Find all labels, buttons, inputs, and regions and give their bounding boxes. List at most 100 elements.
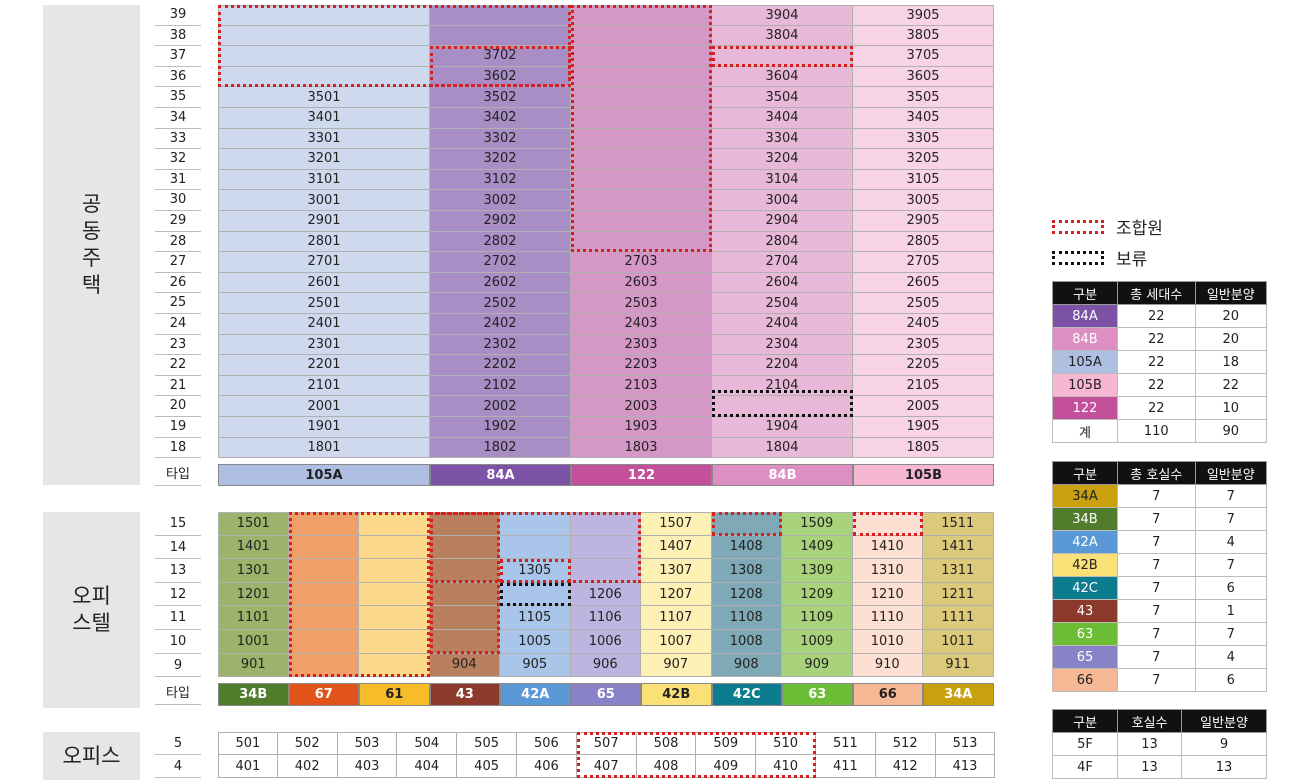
unit-cell: 1310 bbox=[852, 559, 923, 583]
type-header: 67 bbox=[288, 683, 359, 706]
unit-cell: 1411 bbox=[923, 535, 994, 560]
unit-cell: 1006 bbox=[570, 630, 641, 654]
unit-cell bbox=[571, 66, 712, 88]
table-header: 일반분양 bbox=[1181, 709, 1267, 733]
unit-cell: 506 bbox=[517, 732, 577, 755]
unit-cell: 3202 bbox=[430, 149, 571, 170]
unit-cell: 909 bbox=[782, 653, 853, 678]
unit-cell bbox=[359, 559, 430, 583]
unit-cell: 2404 bbox=[712, 314, 853, 335]
floor-number: 4 bbox=[155, 755, 201, 778]
type-header: 42C bbox=[711, 683, 782, 706]
unit-cell: 2002 bbox=[430, 396, 571, 417]
unit-cell bbox=[288, 512, 359, 536]
unit-cell: 509 bbox=[696, 732, 757, 755]
unit-cell: 2201 bbox=[218, 355, 430, 376]
unit-cell: 910 bbox=[852, 653, 923, 678]
unit-cell: 405 bbox=[457, 755, 517, 778]
unit-cell: 1301 bbox=[218, 559, 289, 583]
unit-cell: 2005 bbox=[853, 396, 994, 417]
unit-cell: 2001 bbox=[218, 396, 430, 417]
unit-cell: 911 bbox=[923, 653, 994, 678]
table-header: 구분 bbox=[1052, 281, 1118, 305]
unit-cell: 3304 bbox=[712, 128, 853, 150]
unit-cell: 2101 bbox=[218, 375, 430, 397]
unit-cell: 3102 bbox=[430, 169, 571, 191]
unit-cell: 1903 bbox=[571, 417, 712, 438]
unit-cell: 2102 bbox=[430, 375, 571, 397]
type-header: 105A bbox=[218, 464, 430, 486]
legend-hold: 보류 bbox=[1052, 245, 1147, 270]
unit-cell bbox=[571, 87, 712, 108]
unit-cell bbox=[852, 512, 923, 536]
type-header: 43 bbox=[429, 683, 500, 706]
table-type-cell: 105A bbox=[1052, 350, 1118, 374]
floor-number: 13 bbox=[155, 559, 201, 583]
table-header: 호실수 bbox=[1116, 709, 1183, 733]
table-total-cell: 22 bbox=[1117, 396, 1196, 420]
unit-cell bbox=[288, 653, 359, 678]
table-general-cell: 7 bbox=[1194, 484, 1268, 508]
unit-cell bbox=[571, 5, 712, 26]
unit-cell: 403 bbox=[337, 755, 398, 778]
unit-cell: 410 bbox=[756, 755, 816, 778]
table-total-cell: 7 bbox=[1117, 553, 1196, 577]
unit-cell: 2603 bbox=[571, 272, 712, 294]
unit-cell bbox=[218, 5, 430, 26]
floor-number: 11 bbox=[155, 606, 201, 630]
floor-number: 25 bbox=[155, 293, 201, 314]
floor-number: 32 bbox=[155, 149, 201, 170]
section-office-label: 오피스 bbox=[62, 743, 121, 768]
unit-cell: 2301 bbox=[218, 334, 430, 356]
unit-cell: 2905 bbox=[853, 211, 994, 232]
table-general-cell: 4 bbox=[1194, 530, 1268, 554]
floor-number: 15 bbox=[155, 512, 201, 536]
unit-cell: 2703 bbox=[571, 252, 712, 273]
table-type-cell: 84B bbox=[1052, 327, 1118, 351]
unit-cell bbox=[500, 512, 571, 536]
unit-cell: 502 bbox=[277, 732, 338, 755]
unit-cell: 3005 bbox=[853, 190, 994, 211]
unit-cell: 1803 bbox=[571, 437, 712, 459]
unit-cell: 413 bbox=[935, 755, 996, 778]
unit-cell: 2904 bbox=[712, 211, 853, 232]
unit-cell: 2402 bbox=[430, 314, 571, 335]
floor-number: 31 bbox=[155, 170, 201, 191]
unit-cell: 3001 bbox=[218, 190, 430, 211]
table-general-cell: 7 bbox=[1194, 553, 1268, 577]
unit-cell: 2103 bbox=[571, 375, 712, 397]
unit-cell bbox=[288, 606, 359, 630]
legend-hold-label: 보류 bbox=[1116, 250, 1148, 270]
table-total-cell: 110 bbox=[1117, 419, 1196, 443]
table-type-cell: 42B bbox=[1052, 553, 1118, 577]
unit-cell: 510 bbox=[756, 732, 816, 755]
unit-cell bbox=[571, 231, 712, 253]
unit-cell: 1009 bbox=[782, 630, 853, 654]
type-header: 34A bbox=[923, 683, 994, 706]
table-total-cell: 7 bbox=[1117, 645, 1196, 669]
unit-cell: 2403 bbox=[571, 314, 712, 335]
officetel-type-label: 타입 bbox=[155, 683, 201, 705]
unit-cell: 1111 bbox=[923, 606, 994, 630]
type-header: 84B bbox=[712, 464, 853, 486]
unit-cell: 2003 bbox=[571, 396, 712, 417]
unit-cell bbox=[712, 46, 853, 67]
unit-cell: 1105 bbox=[500, 606, 571, 630]
unit-cell: 3501 bbox=[218, 87, 430, 108]
unit-cell: 406 bbox=[517, 755, 577, 778]
union-dotted-box-icon bbox=[1052, 219, 1104, 234]
apartment-type-label: 타입 bbox=[155, 464, 201, 486]
unit-cell bbox=[571, 108, 712, 129]
table-general-cell: 7 bbox=[1194, 507, 1268, 531]
type-header: 61 bbox=[359, 683, 430, 706]
unit-cell: 1308 bbox=[711, 559, 782, 583]
unit-cell bbox=[359, 630, 430, 654]
floor-number: 22 bbox=[155, 355, 201, 376]
unit-cell: 2702 bbox=[430, 252, 571, 273]
unit-cell bbox=[570, 512, 641, 536]
unit-cell: 3702 bbox=[430, 46, 571, 67]
table-general-cell: 7 bbox=[1194, 622, 1268, 646]
unit-cell: 3101 bbox=[218, 169, 430, 191]
unit-cell: 3905 bbox=[853, 5, 994, 26]
unit-cell: 907 bbox=[641, 653, 712, 678]
